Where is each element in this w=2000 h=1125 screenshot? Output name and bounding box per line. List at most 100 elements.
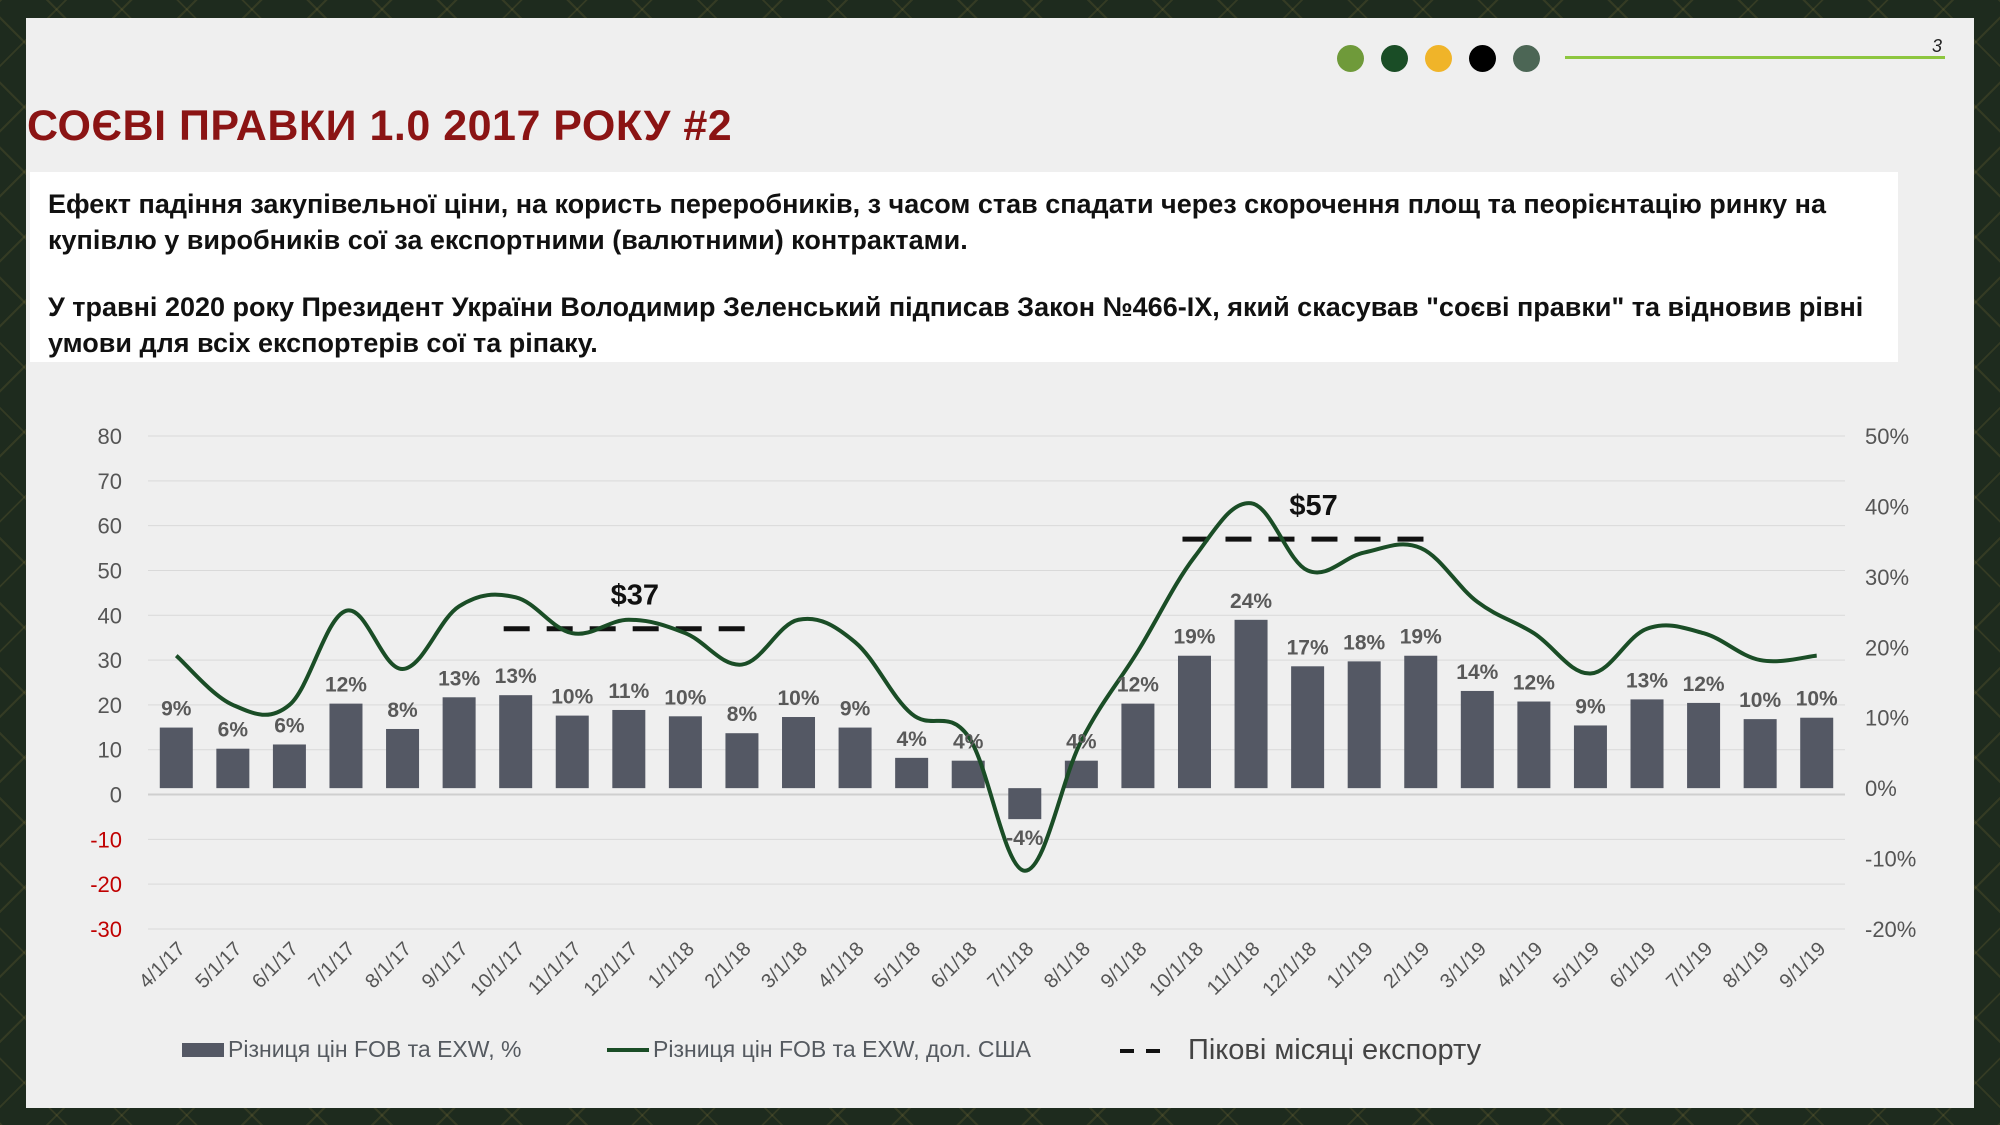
bar <box>1121 703 1155 789</box>
x-axis-tick-label: 4/1/19 <box>1493 938 1548 993</box>
left-axis-tick-label: -10 <box>90 827 122 852</box>
left-axis-tick-label: 40 <box>98 603 122 628</box>
bar <box>329 703 363 789</box>
bar <box>1291 666 1325 789</box>
x-axis-tick-label: 4/1/18 <box>814 938 869 993</box>
x-axis-tick-label: 12/1/18 <box>1258 938 1321 1001</box>
bar-data-label: 9% <box>161 698 192 721</box>
x-axis-tick-label: 9/1/17 <box>418 938 473 993</box>
left-axis-tick-label: 70 <box>98 469 122 494</box>
bar <box>216 748 250 789</box>
x-axis-tick-label: 10/1/17 <box>466 938 529 1001</box>
bar-data-label: 24% <box>1230 590 1272 613</box>
bar <box>386 728 420 789</box>
slide-title: СОЄВІ ПРАВКИ 1.0 2017 РОКУ #2 <box>27 102 733 150</box>
bar <box>442 697 476 789</box>
chart-legend: Різниця цін FOB та EXW, % Різниця цін FO… <box>0 1030 2000 1070</box>
left-axis-tick-label: -30 <box>90 917 122 942</box>
header-dot <box>1381 45 1408 72</box>
x-axis-tick-label: 5/1/19 <box>1549 938 1604 993</box>
legend-swatch-bar <box>182 1042 224 1057</box>
bar-data-label: 14% <box>1456 661 1498 684</box>
bar-data-label: 11% <box>608 680 649 703</box>
legend-label-percent: Різниця цін FOB та EXW, % <box>228 1036 522 1062</box>
left-axis-tick-label: 80 <box>98 424 122 449</box>
x-axis-tick-label: 10/1/18 <box>1145 938 1208 1001</box>
bar <box>725 733 759 789</box>
bar-data-label: 13% <box>438 667 480 690</box>
header-dot <box>1469 45 1496 72</box>
bar-data-label: 8% <box>387 699 418 722</box>
legend-label-usd: Різниця цін FOB та EXW, дол. США <box>653 1036 1031 1062</box>
bar-data-label: 10% <box>664 686 706 709</box>
legend-label-peak: Пікові місяці експорту <box>1188 1034 1482 1066</box>
x-axis-tick-label: 8/1/19 <box>1719 938 1774 993</box>
left-axis-tick-label: -20 <box>90 872 122 897</box>
peak-value-label: $57 <box>1289 490 1337 522</box>
legend-swatch-dash <box>1120 1048 1166 1053</box>
x-axis-tick-label: 2/1/19 <box>1379 938 1434 993</box>
x-axis-tick-label: 5/1/17 <box>192 938 247 993</box>
x-axis-tick-label: 11/1/18 <box>1203 938 1265 1000</box>
bar <box>1404 655 1438 789</box>
x-axis-tick-label: 3/1/19 <box>1436 938 1491 993</box>
bar <box>159 727 193 789</box>
left-axis-tick-label: 30 <box>98 648 122 673</box>
left-axis-tick-label: 10 <box>98 738 122 763</box>
bar-data-label: 8% <box>727 703 758 726</box>
header-dots <box>1337 45 1540 72</box>
x-axis-tick-label: 1/1/18 <box>644 938 699 993</box>
x-axis-tick-label: 7/1/18 <box>983 938 1038 993</box>
bar <box>895 757 929 789</box>
bar-data-label: 10% <box>551 686 593 709</box>
page-number: 3 <box>1931 36 1942 56</box>
bar-data-label: 18% <box>1343 631 1385 654</box>
header-dot <box>1337 45 1364 72</box>
left-axis-tick-label: 20 <box>98 693 122 718</box>
bar <box>951 760 985 789</box>
x-axis-tick-label: 6/1/17 <box>248 938 303 993</box>
bar <box>782 717 816 789</box>
header-dot <box>1425 45 1452 72</box>
bar <box>1573 725 1607 789</box>
bar <box>272 744 306 789</box>
bar <box>1460 690 1494 789</box>
bar <box>1800 717 1834 789</box>
x-axis-tick-label: 2/1/18 <box>701 938 756 993</box>
bar-data-label: -4% <box>1006 827 1044 850</box>
x-axis-tick-label: 8/1/18 <box>1040 938 1095 993</box>
x-axis-tick-label: 11/1/17 <box>524 938 586 1000</box>
x-axis-tick-label: 8/1/17 <box>361 938 416 993</box>
bar-data-label: 9% <box>1575 695 1606 718</box>
peak-value-label: $37 <box>611 580 659 612</box>
description-paragraph-1: Ефект падіння закупівельної ціни, на кор… <box>48 189 1827 255</box>
bar <box>1687 702 1721 789</box>
x-axis-tick-label: 12/1/17 <box>580 938 643 1001</box>
bar-data-label: 17% <box>1287 636 1329 659</box>
bar <box>1234 619 1268 789</box>
legend-item-usd: Різниця цін FOB та EXW, дол. США <box>607 1036 1031 1063</box>
right-axis-tick-label: 50% <box>1865 424 1909 449</box>
bar-data-label: 13% <box>1626 669 1668 692</box>
bar-data-label: 9% <box>840 698 871 721</box>
bar-data-label: 19% <box>1400 626 1442 649</box>
left-axis-tick-label: 60 <box>98 514 122 539</box>
x-axis-tick-label: 4/1/17 <box>135 938 190 993</box>
bar <box>838 727 872 789</box>
bar <box>1630 699 1664 789</box>
legend-item-peak: Пікові місяці експорту <box>1120 1034 1481 1067</box>
left-axis-tick-label: 50 <box>98 558 122 583</box>
bar-data-label: 12% <box>1117 674 1159 697</box>
bar <box>499 695 533 789</box>
bar-data-label: 12% <box>325 674 367 697</box>
right-axis-tick-label: -10% <box>1865 847 1916 872</box>
bar <box>1177 655 1211 789</box>
x-axis-tick-label: 9/1/19 <box>1775 938 1830 993</box>
bar <box>1008 788 1042 820</box>
x-axis-tick-label: 9/1/18 <box>1097 938 1152 993</box>
bar <box>1743 719 1777 789</box>
x-axis-tick-label: 5/1/18 <box>870 938 925 993</box>
legend-swatch-line <box>607 1047 649 1052</box>
x-axis-tick-label: 3/1/18 <box>757 938 812 993</box>
